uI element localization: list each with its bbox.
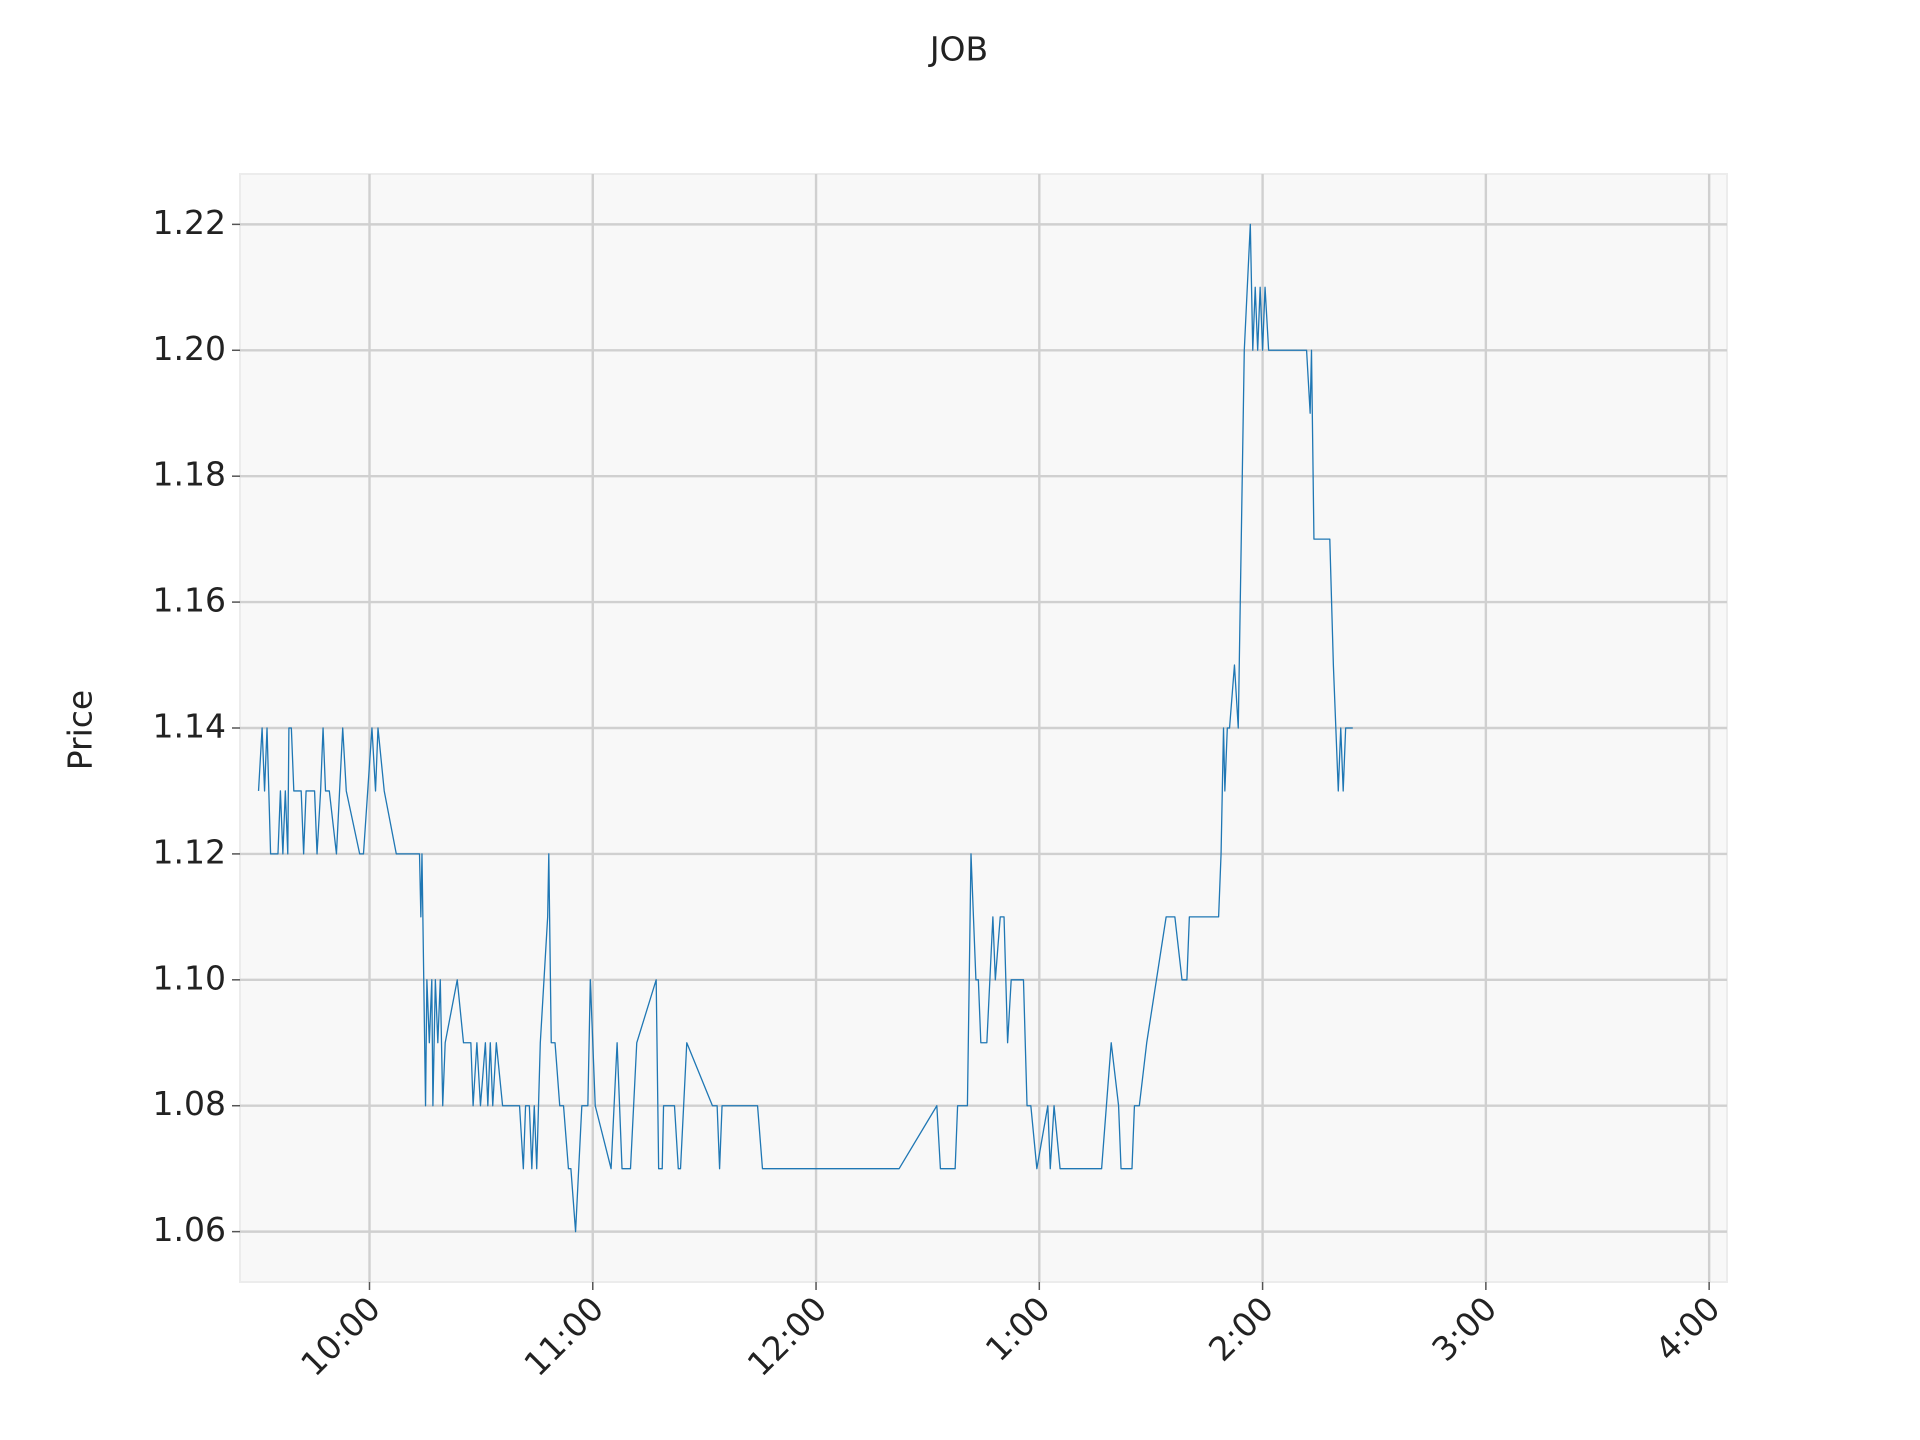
x-tick-label: 1:00 — [978, 1289, 1058, 1369]
y-tick-label: 1.14 — [153, 707, 226, 746]
y-tick-label: 1.06 — [153, 1210, 226, 1249]
y-tick-label: 1.18 — [153, 455, 226, 494]
x-tick-label: 3:00 — [1424, 1289, 1504, 1369]
x-tick-label: 10:00 — [293, 1289, 388, 1384]
y-tick-label: 1.10 — [153, 958, 226, 997]
chart-title: JOB — [928, 30, 988, 69]
y-axis-label: Price — [61, 690, 100, 771]
y-tick-label: 1.12 — [153, 832, 226, 871]
y-tick-label: 1.20 — [153, 329, 226, 368]
x-tick-label: 12:00 — [740, 1289, 835, 1384]
x-tick-label: 2:00 — [1201, 1289, 1281, 1369]
price-line — [257, 223, 1353, 1233]
x-tick-label: 4:00 — [1648, 1289, 1728, 1369]
x-tick-label: 11:00 — [516, 1289, 611, 1384]
y-tick-label: 1.22 — [153, 203, 226, 242]
y-tick-label: 1.08 — [153, 1084, 226, 1123]
y-tick-label: 1.16 — [153, 581, 226, 620]
